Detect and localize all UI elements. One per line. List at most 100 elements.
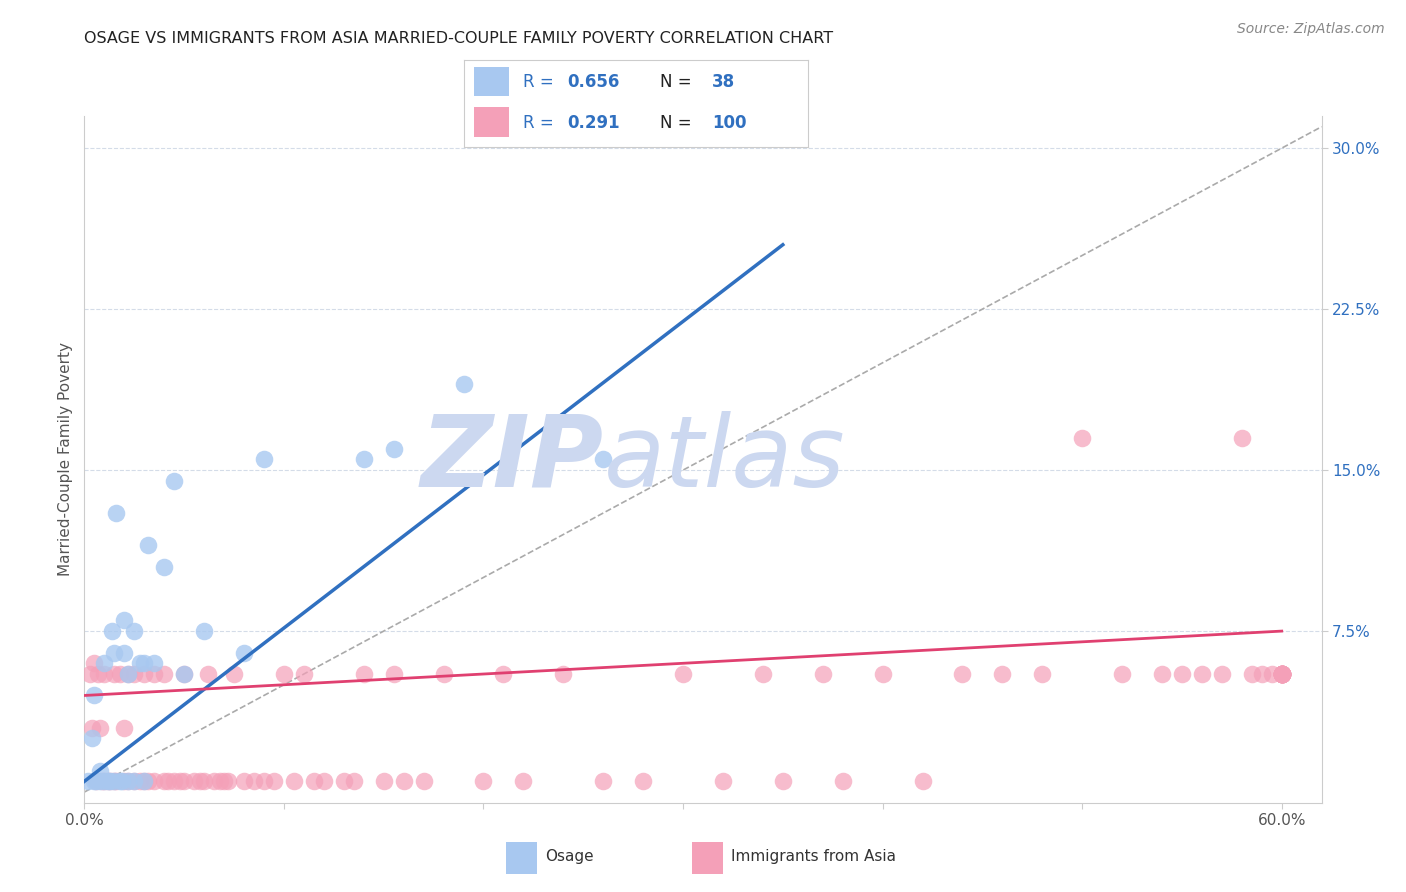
Point — [952, 667, 974, 681]
Point — [772, 774, 794, 789]
Point — [79, 667, 101, 681]
Point — [1271, 667, 1294, 681]
Point — [110, 667, 132, 681]
Point — [353, 667, 375, 681]
Point — [312, 774, 335, 789]
Point — [134, 667, 156, 681]
Point — [1271, 667, 1294, 681]
Point — [412, 774, 434, 789]
Point — [98, 774, 121, 789]
Point — [193, 624, 215, 639]
Point — [811, 667, 834, 681]
Point — [134, 774, 156, 789]
Point — [105, 506, 128, 520]
Point — [97, 774, 120, 789]
Point — [711, 774, 734, 789]
Point — [129, 657, 152, 671]
Bar — [506, 842, 537, 874]
Point — [93, 774, 115, 789]
Point — [93, 657, 115, 671]
Point — [82, 731, 104, 746]
Text: 0.291: 0.291 — [568, 113, 620, 132]
Point — [103, 667, 125, 681]
Text: atlas: atlas — [605, 411, 845, 508]
Point — [101, 624, 124, 639]
Point — [1111, 667, 1133, 681]
Point — [243, 774, 266, 789]
Point — [592, 774, 614, 789]
Point — [1071, 431, 1094, 445]
Point — [592, 452, 614, 467]
Point — [333, 774, 356, 789]
Point — [86, 774, 108, 789]
Point — [1271, 667, 1294, 681]
Bar — [692, 842, 723, 874]
Point — [1271, 667, 1294, 681]
Point — [110, 774, 132, 789]
Text: 100: 100 — [711, 113, 747, 132]
Point — [153, 667, 176, 681]
Point — [353, 452, 375, 467]
Point — [1261, 667, 1284, 681]
Point — [77, 774, 100, 789]
Point — [492, 667, 515, 681]
Point — [136, 774, 159, 789]
Point — [217, 774, 239, 789]
Point — [111, 774, 134, 789]
Point — [872, 667, 894, 681]
Point — [89, 774, 111, 789]
Point — [129, 774, 152, 789]
Point — [472, 774, 495, 789]
Point — [1271, 667, 1294, 681]
Point — [1191, 667, 1213, 681]
Bar — [474, 107, 509, 136]
Point — [117, 774, 139, 789]
Point — [117, 667, 139, 681]
Point — [173, 774, 195, 789]
Point — [97, 774, 120, 789]
Text: 38: 38 — [711, 72, 735, 91]
Point — [173, 667, 195, 681]
Point — [253, 452, 276, 467]
Point — [1271, 667, 1294, 681]
Point — [1271, 667, 1294, 681]
Point — [1250, 667, 1272, 681]
Point — [263, 774, 285, 789]
Point — [672, 667, 695, 681]
Point — [157, 774, 180, 789]
Point — [86, 774, 108, 789]
Text: R =: R = — [523, 113, 558, 132]
Point — [343, 774, 366, 789]
Point — [169, 774, 191, 789]
Y-axis label: Married-Couple Family Poverty: Married-Couple Family Poverty — [58, 343, 73, 576]
Point — [197, 667, 219, 681]
Point — [82, 721, 104, 735]
Point — [911, 774, 934, 789]
Point — [136, 538, 159, 552]
Point — [1271, 667, 1294, 681]
Point — [93, 774, 115, 789]
Point — [1271, 667, 1294, 681]
Text: OSAGE VS IMMIGRANTS FROM ASIA MARRIED-COUPLE FAMILY POVERTY CORRELATION CHART: OSAGE VS IMMIGRANTS FROM ASIA MARRIED-CO… — [84, 31, 834, 46]
Point — [87, 667, 110, 681]
Bar — [474, 67, 509, 96]
Point — [103, 774, 125, 789]
Point — [153, 559, 176, 574]
Point — [382, 667, 405, 681]
Point — [143, 657, 166, 671]
Point — [112, 721, 135, 735]
Point — [117, 774, 139, 789]
Point — [143, 774, 166, 789]
Point — [91, 774, 114, 789]
Point — [105, 774, 128, 789]
Point — [222, 667, 245, 681]
Point — [188, 774, 211, 789]
Point — [1150, 667, 1173, 681]
Point — [153, 774, 176, 789]
Point — [134, 657, 156, 671]
Point — [253, 774, 276, 789]
Point — [453, 377, 475, 392]
Point — [163, 474, 186, 488]
Point — [273, 667, 295, 681]
Point — [1240, 667, 1263, 681]
